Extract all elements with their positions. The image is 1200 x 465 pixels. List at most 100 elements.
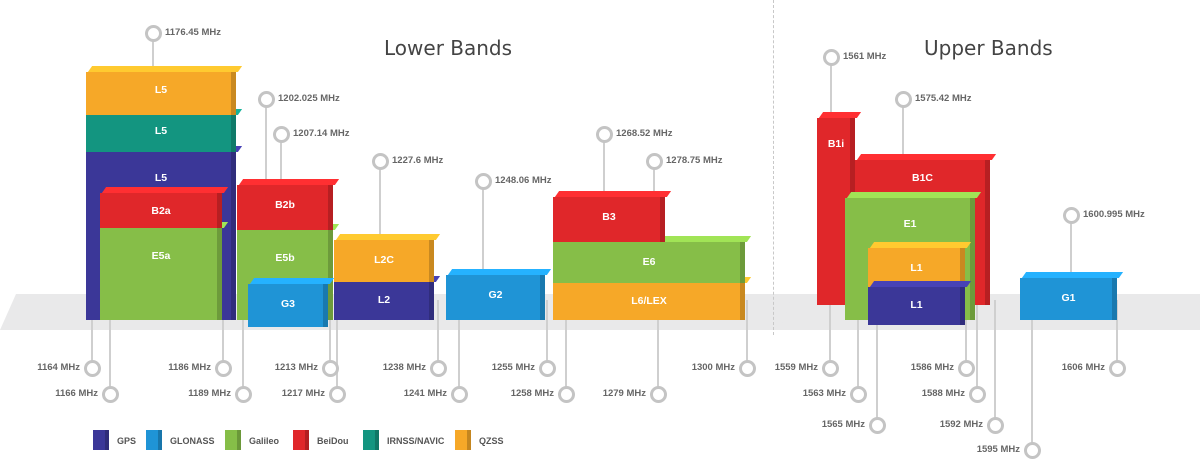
- marker-line: [976, 300, 978, 394]
- marker-line: [994, 300, 996, 425]
- frequency-marker-icon: [329, 386, 346, 403]
- band-edge-frequency-label: 1606 MHz: [1061, 362, 1105, 373]
- band-edge-frequency-label: 1595 MHz: [976, 444, 1020, 455]
- band-label: B3: [602, 211, 616, 223]
- frequency-marker-icon: [1109, 360, 1126, 377]
- band-block-glonass-g3: G3: [248, 278, 335, 327]
- marker-line: [91, 300, 93, 368]
- band-label: B2a: [151, 205, 171, 217]
- marker-line: [242, 300, 244, 394]
- band-edge-frequency-label: 1588 MHz: [921, 388, 965, 399]
- band-label: B2b: [275, 199, 295, 211]
- marker-line: [1070, 215, 1072, 278]
- center-frequency-label: 1575.42 MHz: [915, 93, 972, 104]
- marker-line: [152, 33, 154, 72]
- marker-line: [829, 300, 831, 368]
- band-block-beidou-b2a: B2a: [100, 187, 229, 228]
- legend-label-glonass: GLONASS: [170, 436, 215, 446]
- frequency-marker-icon: [258, 91, 275, 108]
- band-label: B1i: [827, 138, 845, 150]
- legend-swatch-gps: [93, 430, 109, 450]
- band-label: L5: [154, 172, 168, 184]
- block-top-face: [101, 187, 229, 193]
- band-label: G2: [488, 289, 503, 301]
- band-label: E6: [642, 256, 656, 268]
- marker-line: [437, 300, 439, 368]
- marker-line: [603, 134, 605, 197]
- band-edge-frequency-label: 1164 MHz: [37, 362, 80, 373]
- band-block-gps-l1: L1: [868, 281, 972, 325]
- marker-line: [830, 57, 832, 118]
- band-block-glonass-g2: G2: [446, 269, 552, 320]
- band-edge-frequency-label: 1592 MHz: [939, 419, 983, 430]
- marker-line: [379, 161, 381, 240]
- legend-swatch-qzss: [455, 430, 471, 450]
- legend-label-irnss: IRNSS/NAVIC: [387, 436, 445, 446]
- frequency-marker-icon: [430, 360, 447, 377]
- marker-line: [265, 99, 267, 185]
- frequency-marker-icon: [987, 417, 1004, 434]
- band-label: B1C: [911, 172, 933, 184]
- center-frequency-label: 1176.45 MHz: [165, 27, 221, 38]
- band-label: L1: [910, 299, 923, 311]
- frequency-marker-icon: [215, 360, 232, 377]
- band-label: G1: [1061, 292, 1076, 304]
- marker-line: [746, 300, 748, 368]
- frequency-marker-icon: [850, 386, 867, 403]
- frequency-marker-icon: [646, 153, 663, 170]
- frequency-marker-icon: [895, 91, 912, 108]
- center-frequency-label: 1202.025 MHz: [278, 93, 340, 104]
- frequency-marker-icon: [823, 49, 840, 66]
- band-block-gps-l2: L2: [334, 276, 441, 320]
- legend-swatch-glonass: [146, 430, 162, 450]
- band-block-beidou-b2b: B2b: [237, 179, 340, 230]
- frequency-marker-icon: [558, 386, 575, 403]
- frequency-marker-icon: [372, 153, 389, 170]
- frequency-marker-icon: [273, 126, 290, 143]
- frequency-marker-icon: [969, 386, 986, 403]
- band-block-irnss-l5: L5: [86, 109, 243, 152]
- block-top-face: [1021, 272, 1124, 278]
- marker-line: [857, 300, 859, 394]
- marker-line: [1031, 300, 1033, 450]
- band-edge-frequency-label: 1217 MHz: [281, 388, 325, 399]
- frequency-marker-icon: [145, 25, 162, 42]
- frequency-marker-icon: [322, 360, 339, 377]
- band-label: L5: [154, 125, 168, 137]
- band-edge-frequency-label: 1189 MHz: [188, 388, 231, 399]
- marker-line: [280, 134, 282, 185]
- band-edge-frequency-label: 1258 MHz: [510, 388, 554, 399]
- band-edge-frequency-label: 1238 MHz: [382, 362, 426, 373]
- center-frequency-label: 1207.14 MHz: [293, 128, 350, 139]
- section-divider: [773, 0, 774, 335]
- band-label: L2: [377, 294, 391, 306]
- legend-label-qzss: QZSS: [479, 436, 504, 446]
- band-edge-frequency-label: 1563 MHz: [802, 388, 846, 399]
- legend-swatch-irnss: [363, 430, 379, 450]
- marker-line: [458, 300, 460, 394]
- band-edge-frequency-label: 1166 MHz: [55, 388, 98, 399]
- marker-line: [222, 300, 224, 368]
- band-block-galileo-e5a: E5a: [100, 222, 229, 320]
- legend-label-gps: GPS: [117, 436, 137, 446]
- frequency-marker-icon: [102, 386, 119, 403]
- block-top-face: [249, 278, 335, 284]
- legend-label-galileo: Galileo: [249, 436, 280, 446]
- marker-line: [546, 300, 548, 368]
- frequency-marker-icon: [451, 386, 468, 403]
- legend-swatch-galileo: [225, 430, 241, 450]
- band-label: G3: [280, 298, 295, 310]
- frequency-marker-icon: [84, 360, 101, 377]
- center-frequency-label: 1268.52 MHz: [616, 128, 673, 139]
- band-label: L1: [910, 262, 923, 274]
- block-top-face: [846, 192, 982, 198]
- band-edge-frequency-label: 1186 MHz: [168, 362, 211, 373]
- band-edge-frequency-label: 1255 MHz: [491, 362, 535, 373]
- block-top-face: [869, 242, 972, 248]
- center-frequency-label: 1227.6 MHz: [392, 155, 444, 166]
- band-block-qzss-l5: L5: [86, 66, 243, 115]
- band-edge-frequency-label: 1565 MHz: [821, 419, 865, 430]
- center-frequency-label: 1278.75 MHz: [666, 155, 723, 166]
- frequency-marker-icon: [1024, 442, 1041, 459]
- band-edge-frequency-label: 1279 MHz: [602, 388, 646, 399]
